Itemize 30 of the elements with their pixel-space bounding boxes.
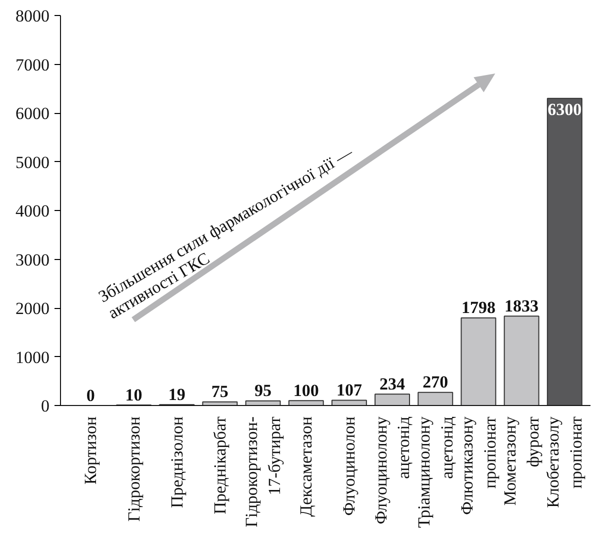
data-label: 270 — [422, 372, 448, 392]
x-tick-label: Кортизон — [81, 416, 100, 485]
x-tick-label: Мометазону фуроат — [500, 416, 542, 506]
y-tick-label: 0 — [41, 396, 50, 416]
data-label: 95 — [254, 381, 272, 400]
data-label: 107 — [336, 380, 362, 400]
data-label: 75 — [211, 382, 228, 402]
y-tick-label: 2000 — [16, 299, 50, 318]
x-tick-label: Гідрокортизон- 17-бутират — [242, 416, 284, 528]
x-tick-label: Флуоцинолон — [340, 416, 359, 516]
y-tick-label: 1000 — [16, 348, 50, 367]
data-label: 10 — [125, 385, 142, 404]
data-label: 1798 — [461, 298, 496, 318]
x-tick-label: Преднізолон — [167, 416, 186, 508]
data-label: 6300 — [548, 100, 582, 120]
data-label: 234 — [380, 374, 406, 394]
data-label: 1833 — [504, 296, 539, 316]
y-tick-label: 6000 — [16, 104, 50, 123]
y-tick-label: 7000 — [16, 55, 50, 74]
y-tick-label: 4000 — [16, 202, 50, 220]
x-tick-label: Гідрокортизон — [124, 416, 144, 522]
x-tick-label: Флуоцинолону ацетонід — [371, 416, 414, 524]
y-tick-label: 8000 — [16, 6, 50, 26]
y-tick-label: 3000 — [16, 250, 50, 270]
y-tick-label: 5000 — [16, 152, 50, 172]
x-tick-label: Дексаметазон — [296, 416, 316, 517]
x-tick-label: Преднікарбат — [210, 416, 230, 514]
data-label: 19 — [168, 384, 186, 404]
data-label: 100 — [293, 380, 319, 400]
data-label: 0 — [86, 386, 95, 405]
